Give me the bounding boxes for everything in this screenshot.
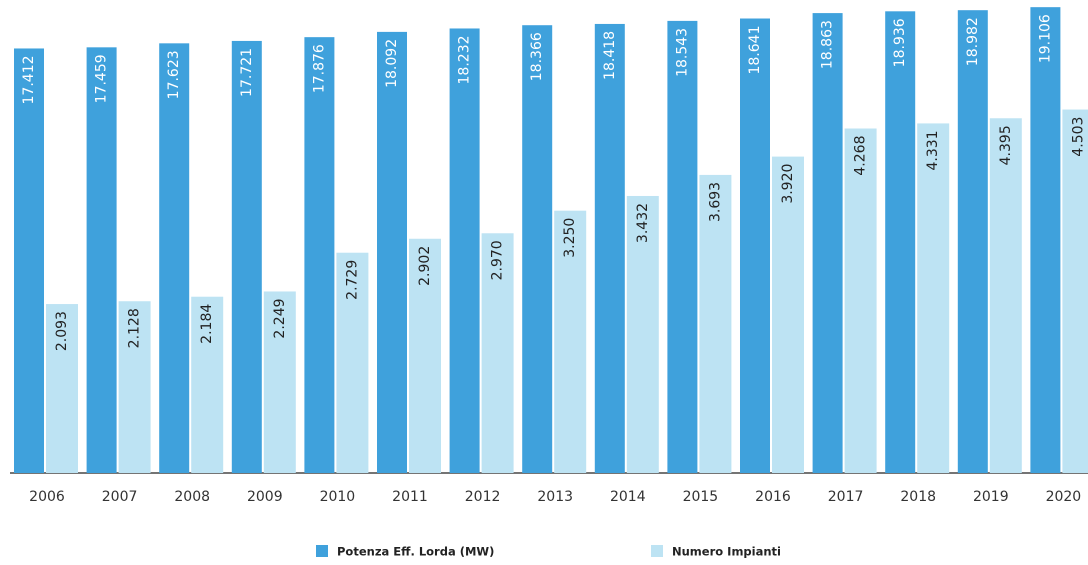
bar <box>885 11 916 474</box>
bar <box>626 195 659 473</box>
bar <box>409 238 441 473</box>
legend-swatch <box>651 545 663 557</box>
data-label: 2.093 <box>54 311 70 351</box>
x-tick-label: 2011 <box>392 489 428 505</box>
bar <box>917 123 950 474</box>
bar <box>46 304 78 473</box>
data-label: 2.902 <box>417 246 433 286</box>
legend-label: Numero Impianti <box>672 545 781 559</box>
x-tick-label: 2016 <box>755 489 791 505</box>
data-label: 18.863 <box>820 20 836 69</box>
bar <box>481 233 514 473</box>
data-label: 18.543 <box>674 28 690 77</box>
bar <box>957 10 988 474</box>
x-tick-label: 2015 <box>683 489 719 505</box>
legend-label: Potenza Eff. Lorda (MW) <box>337 545 494 559</box>
x-tick-label: 2013 <box>537 489 573 505</box>
x-tick-label: 2012 <box>465 489 501 505</box>
data-label: 17.459 <box>94 54 110 103</box>
bar <box>812 13 843 474</box>
legend-swatch <box>316 545 328 557</box>
data-label: 2.128 <box>127 308 143 348</box>
data-label: 17.623 <box>166 50 182 99</box>
bar <box>522 25 553 473</box>
data-label: 18.366 <box>529 32 545 81</box>
bar <box>699 174 732 473</box>
data-label: 2.249 <box>272 298 288 338</box>
data-label: 2.184 <box>199 304 215 344</box>
bar <box>304 37 335 473</box>
bar <box>1062 109 1088 473</box>
data-label: 19.106 <box>1037 14 1053 63</box>
x-tick-label: 2006 <box>29 489 65 505</box>
data-label: 3.250 <box>562 218 578 258</box>
data-label: 18.641 <box>747 26 763 75</box>
data-label: 4.395 <box>998 125 1014 165</box>
bar <box>1030 7 1061 473</box>
data-label: 3.693 <box>707 182 723 222</box>
data-label: 17.876 <box>311 44 327 93</box>
data-label: 18.232 <box>457 35 473 84</box>
bar <box>191 296 224 473</box>
data-label: 18.936 <box>892 18 908 67</box>
bar <box>118 301 151 473</box>
data-label: 2.729 <box>344 260 360 300</box>
bar <box>449 28 480 473</box>
bar <box>86 47 117 474</box>
bar <box>14 48 44 474</box>
bar <box>159 43 190 473</box>
data-label: 4.331 <box>925 130 941 170</box>
bar <box>336 252 369 473</box>
data-label: 17.721 <box>239 48 255 97</box>
bar <box>554 210 587 473</box>
bar <box>377 31 407 473</box>
data-label: 2.970 <box>490 240 506 280</box>
bar <box>594 23 625 474</box>
x-tick-label: 2009 <box>247 489 283 505</box>
x-tick-label: 2017 <box>828 489 864 505</box>
data-label: 17.412 <box>21 55 37 104</box>
bar <box>231 40 262 474</box>
bar <box>667 20 698 473</box>
bar <box>844 128 877 473</box>
bar <box>740 18 770 473</box>
x-tick-label: 2008 <box>174 489 210 505</box>
x-tick-label: 2007 <box>102 489 138 505</box>
x-tick-label: 2018 <box>900 489 936 505</box>
data-label: 3.920 <box>780 164 796 204</box>
data-label: 4.268 <box>853 136 869 176</box>
bar <box>989 118 1022 473</box>
data-label: 18.982 <box>965 17 981 66</box>
data-label: 18.418 <box>602 31 618 80</box>
bar <box>772 156 804 473</box>
x-tick-label: 2020 <box>1046 489 1082 505</box>
bar <box>263 291 296 473</box>
data-label: 3.432 <box>635 203 651 243</box>
x-tick-label: 2019 <box>973 489 1009 505</box>
data-label: 18.092 <box>384 39 400 88</box>
data-label: 4.503 <box>1070 117 1086 157</box>
x-tick-label: 2010 <box>320 489 356 505</box>
x-tick-label: 2014 <box>610 489 646 505</box>
